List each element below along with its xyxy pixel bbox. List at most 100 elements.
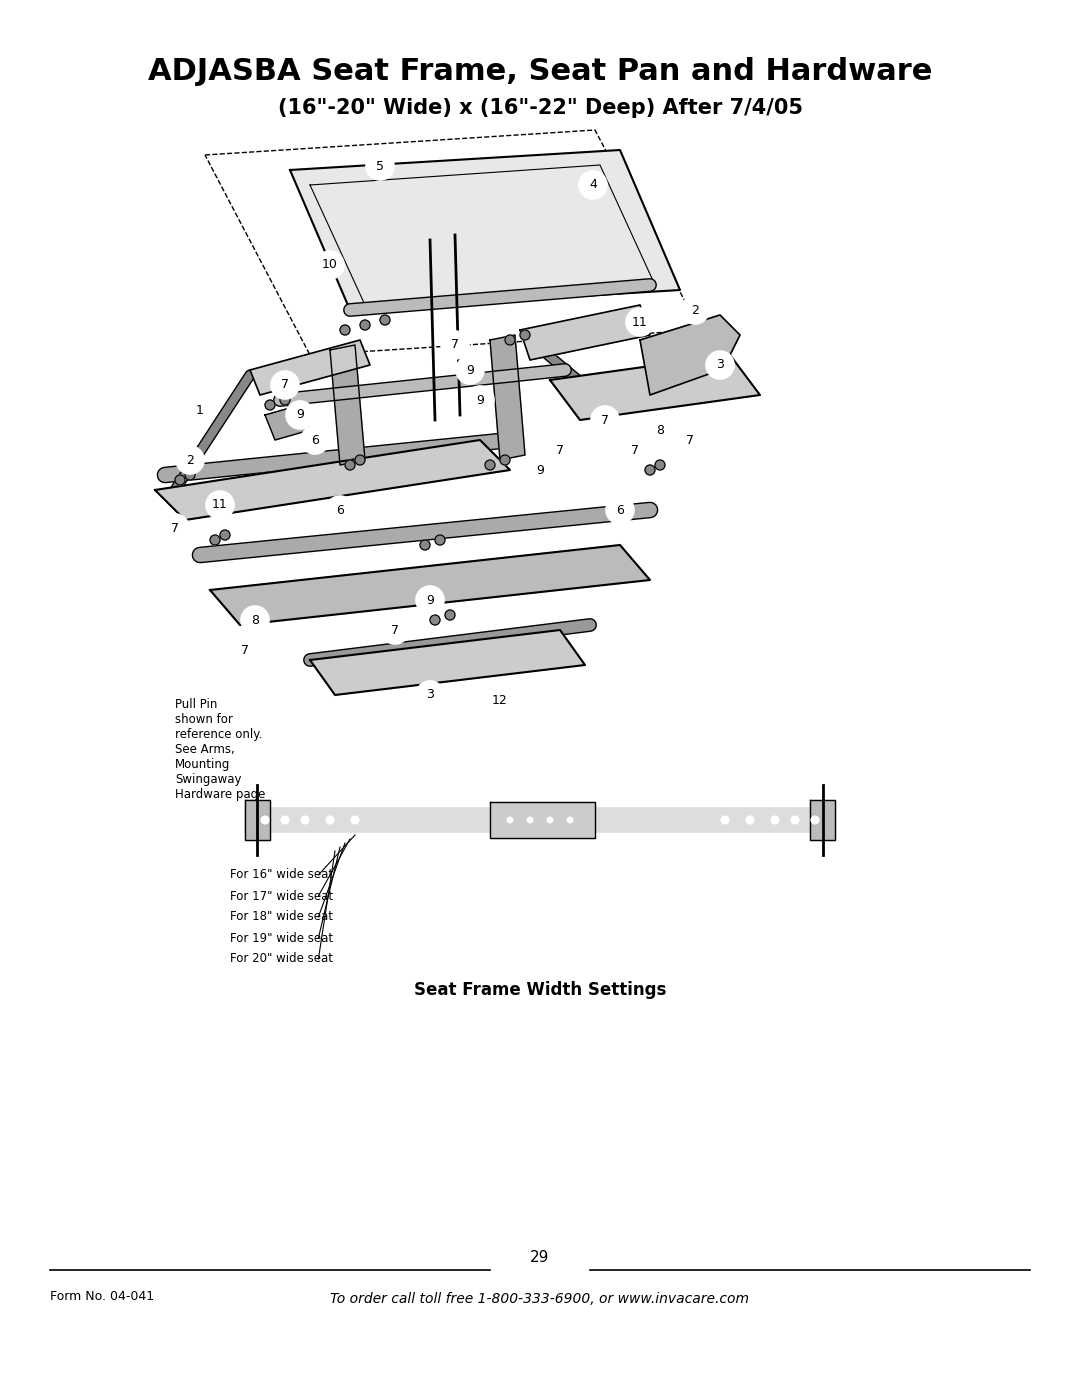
Text: 7: 7 xyxy=(451,338,459,352)
Circle shape xyxy=(746,816,754,824)
Circle shape xyxy=(430,615,440,624)
Circle shape xyxy=(456,356,484,384)
Circle shape xyxy=(465,386,494,414)
Polygon shape xyxy=(265,405,310,440)
Circle shape xyxy=(265,400,275,409)
Polygon shape xyxy=(519,305,650,360)
Circle shape xyxy=(435,535,445,545)
Circle shape xyxy=(546,817,553,823)
Circle shape xyxy=(654,460,665,469)
Circle shape xyxy=(355,455,365,465)
Text: 3: 3 xyxy=(427,689,434,701)
Text: Pull Pin
shown for
reference only.
See Arms,
Mounting
Swingaway
Hardware page: Pull Pin shown for reference only. See A… xyxy=(175,698,266,800)
Polygon shape xyxy=(640,314,740,395)
Circle shape xyxy=(210,535,220,545)
Circle shape xyxy=(420,541,430,550)
Circle shape xyxy=(646,416,674,444)
Polygon shape xyxy=(156,440,510,520)
Text: 3: 3 xyxy=(716,359,724,372)
Bar xyxy=(245,807,835,833)
Circle shape xyxy=(351,816,359,824)
Circle shape xyxy=(231,636,259,664)
Circle shape xyxy=(791,816,799,824)
Text: 4: 4 xyxy=(589,179,597,191)
Text: 7: 7 xyxy=(281,379,289,391)
Text: 7: 7 xyxy=(631,443,639,457)
Text: 6: 6 xyxy=(616,503,624,517)
Polygon shape xyxy=(490,335,525,460)
Circle shape xyxy=(445,610,455,620)
Text: For 18" wide seat: For 18" wide seat xyxy=(230,911,333,923)
Circle shape xyxy=(546,436,573,464)
Text: For 16" wide seat: For 16" wide seat xyxy=(230,869,333,882)
Text: 11: 11 xyxy=(212,499,228,511)
Text: Seat Frame Width Settings: Seat Frame Width Settings xyxy=(414,981,666,999)
Text: 9: 9 xyxy=(467,363,474,377)
Text: 7: 7 xyxy=(600,414,609,426)
Text: 7: 7 xyxy=(686,433,694,447)
Circle shape xyxy=(286,401,314,429)
Circle shape xyxy=(681,296,708,324)
Circle shape xyxy=(771,816,779,824)
Polygon shape xyxy=(249,339,370,395)
Circle shape xyxy=(326,496,354,524)
Text: (16"-20" Wide) x (16"-22" Deep) After 7/4/05: (16"-20" Wide) x (16"-22" Deep) After 7/… xyxy=(278,98,802,117)
Circle shape xyxy=(676,426,704,454)
Text: 1: 1 xyxy=(197,404,204,416)
Circle shape xyxy=(621,436,649,464)
Text: To order call toll free 1-800-333-6900, or www.invacare.com: To order call toll free 1-800-333-6900, … xyxy=(330,1292,750,1306)
Polygon shape xyxy=(330,345,365,465)
Text: 9: 9 xyxy=(427,594,434,606)
Circle shape xyxy=(381,616,409,644)
Circle shape xyxy=(416,680,444,710)
Circle shape xyxy=(706,351,734,379)
Circle shape xyxy=(606,496,634,524)
Polygon shape xyxy=(210,545,650,624)
Circle shape xyxy=(161,514,189,542)
Circle shape xyxy=(507,817,513,823)
Text: 7: 7 xyxy=(241,644,249,657)
Circle shape xyxy=(176,446,204,474)
Circle shape xyxy=(567,817,573,823)
Polygon shape xyxy=(245,800,270,840)
Circle shape xyxy=(340,326,350,335)
Circle shape xyxy=(500,455,510,465)
Text: 7: 7 xyxy=(556,443,564,457)
Text: For 19" wide seat: For 19" wide seat xyxy=(230,932,333,944)
Text: 5: 5 xyxy=(376,159,384,172)
Text: 8: 8 xyxy=(251,613,259,626)
Circle shape xyxy=(526,455,554,483)
Text: ADJASBA Seat Frame, Seat Pan and Hardware: ADJASBA Seat Frame, Seat Pan and Hardwar… xyxy=(148,57,932,87)
Circle shape xyxy=(175,475,185,485)
Circle shape xyxy=(316,251,345,279)
Text: For 17" wide seat: For 17" wide seat xyxy=(230,890,333,902)
Circle shape xyxy=(280,395,291,405)
Circle shape xyxy=(185,469,195,481)
Polygon shape xyxy=(310,630,585,694)
Circle shape xyxy=(645,465,654,475)
Text: 10: 10 xyxy=(322,258,338,271)
Circle shape xyxy=(241,606,269,634)
Circle shape xyxy=(271,372,299,400)
Text: 11: 11 xyxy=(632,316,648,328)
Text: 7: 7 xyxy=(391,623,399,637)
Circle shape xyxy=(186,395,214,425)
Circle shape xyxy=(326,816,334,824)
Circle shape xyxy=(261,816,269,824)
Circle shape xyxy=(486,686,514,714)
Text: 2: 2 xyxy=(186,454,194,467)
Text: 2: 2 xyxy=(691,303,699,317)
Circle shape xyxy=(380,314,390,326)
Circle shape xyxy=(220,529,230,541)
Text: 7: 7 xyxy=(171,521,179,535)
Circle shape xyxy=(441,331,469,359)
Text: Form No. 04-041: Form No. 04-041 xyxy=(50,1289,154,1303)
Circle shape xyxy=(527,817,534,823)
Circle shape xyxy=(579,170,607,198)
Circle shape xyxy=(626,307,654,337)
Text: 9: 9 xyxy=(476,394,484,407)
Text: 12: 12 xyxy=(492,693,508,707)
Text: 9: 9 xyxy=(296,408,303,422)
Polygon shape xyxy=(490,802,595,838)
Text: For 20" wide seat: For 20" wide seat xyxy=(230,953,333,965)
